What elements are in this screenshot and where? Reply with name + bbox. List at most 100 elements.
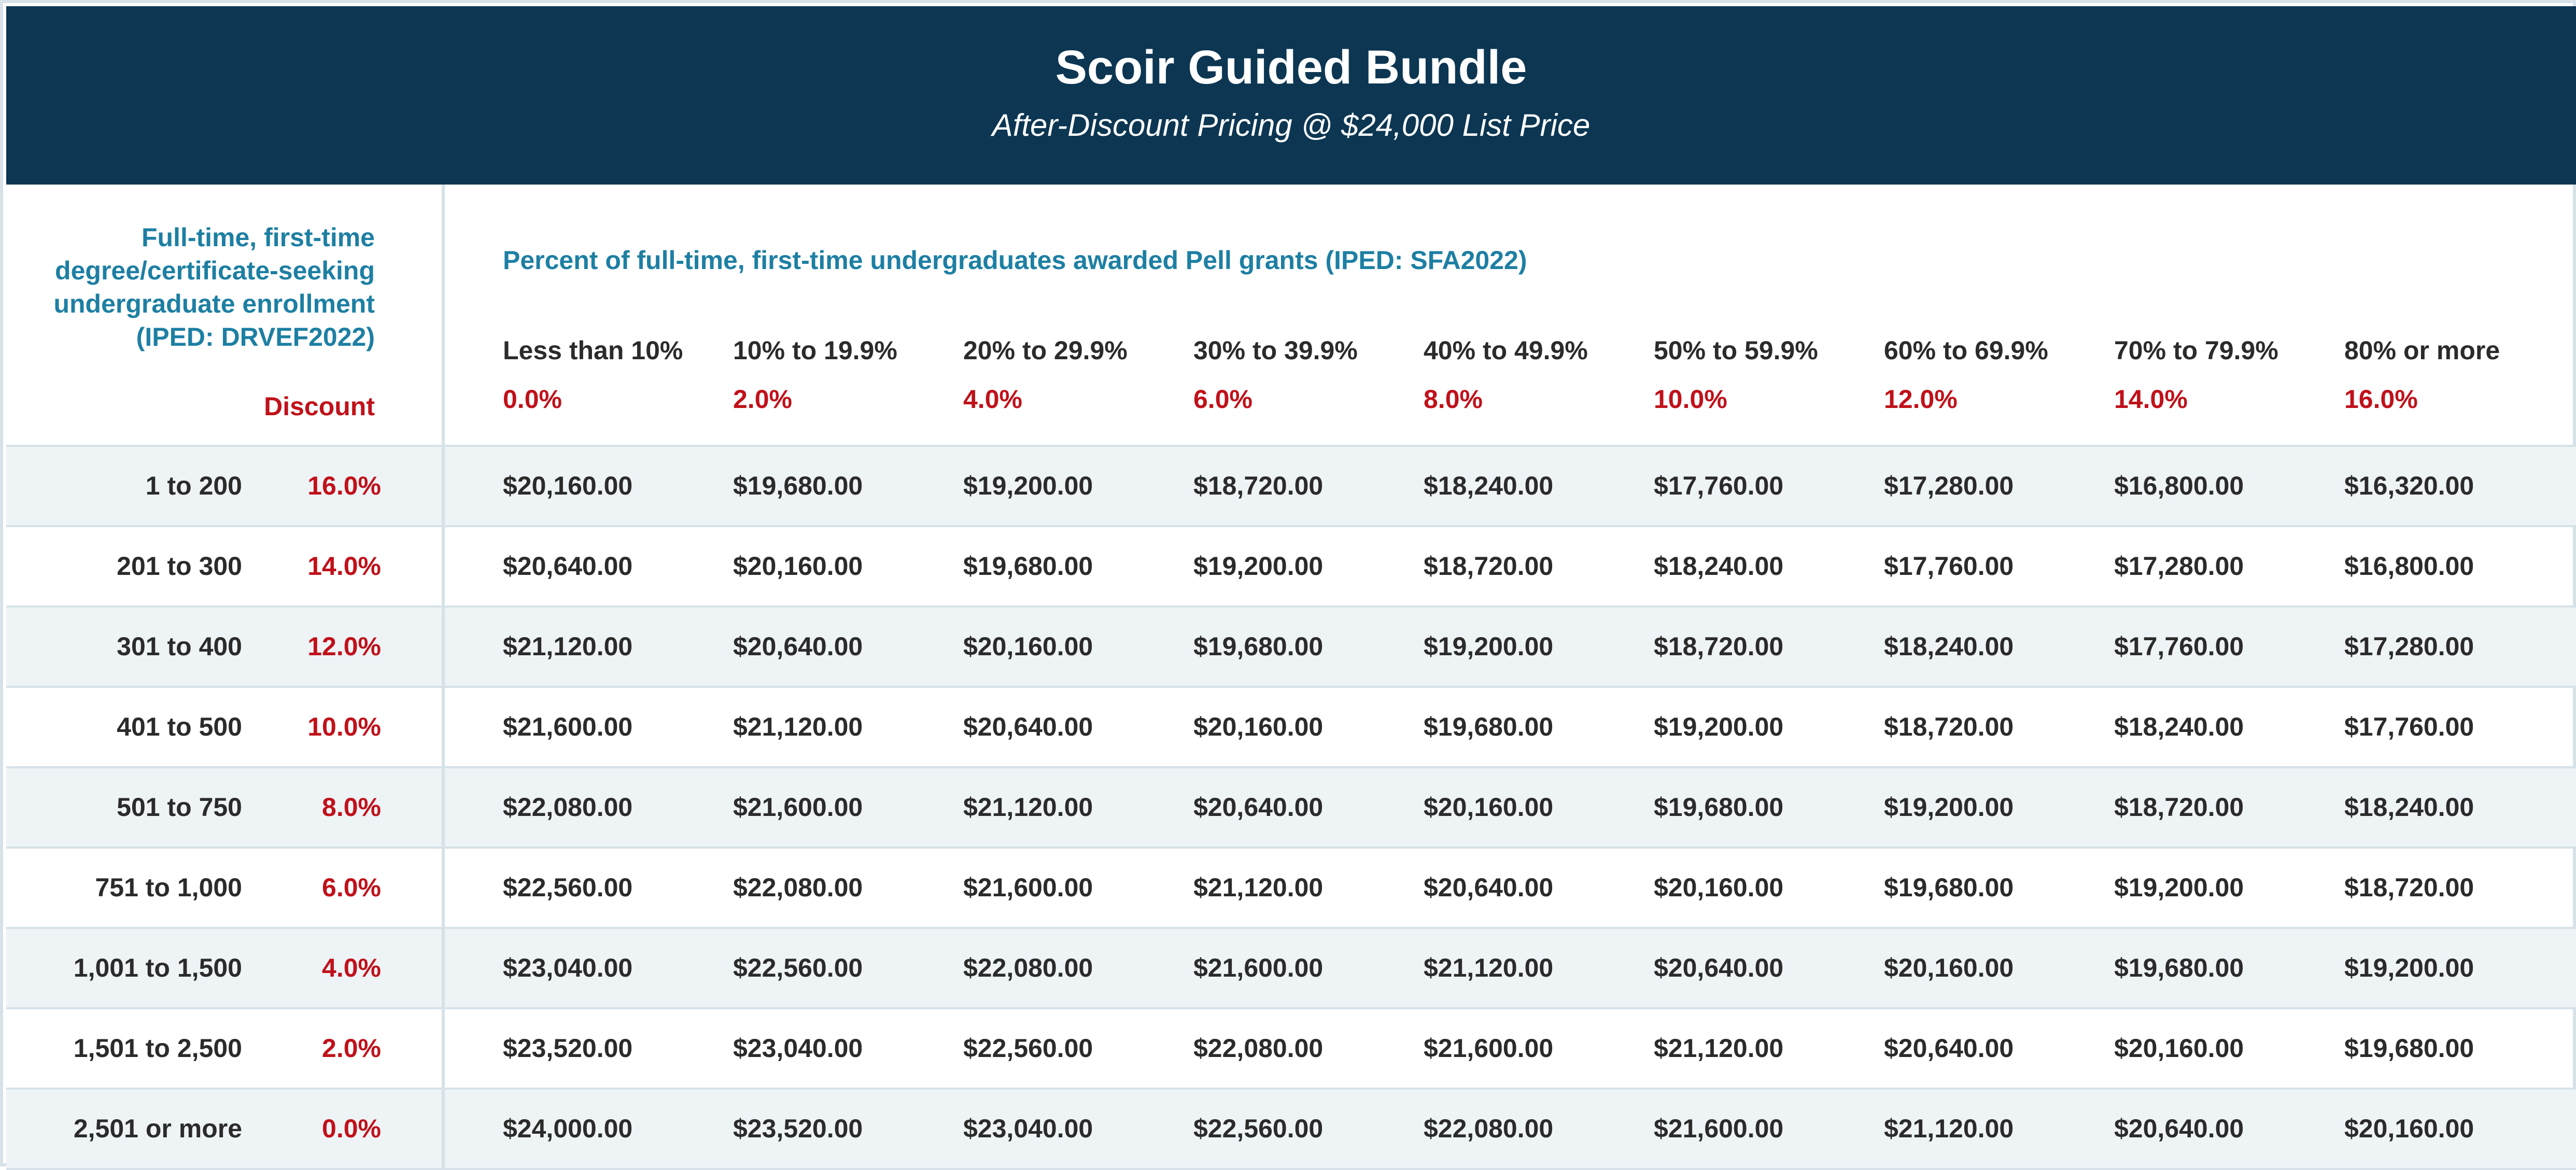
- enrollment-range: 201 to 300: [117, 552, 242, 581]
- page-title: Scoir Guided Bundle: [1055, 41, 1527, 94]
- price-cell: $20,160.00: [1424, 793, 1554, 822]
- price-cell: $19,680.00: [1193, 632, 1324, 661]
- price-cell: $16,800.00: [2344, 552, 2474, 581]
- row-discount: 16.0%: [307, 471, 381, 500]
- price-cell: $19,200.00: [2114, 873, 2244, 902]
- column-label: 10% to 19.9%: [733, 336, 897, 365]
- column-label: 80% or more: [2344, 336, 2500, 365]
- page-subtitle: After-Discount Pricing @ $24,000 List Pr…: [992, 108, 1590, 143]
- column-label: Less than 10%: [503, 336, 683, 365]
- column-discount: 6.0%: [1193, 385, 1252, 414]
- pell-header: Percent of full-time, first-time undergr…: [503, 246, 1527, 275]
- price-cell: $22,080.00: [503, 793, 633, 822]
- column-label: 20% to 29.9%: [963, 336, 1128, 365]
- price-cell: $22,080.00: [1193, 1034, 1324, 1063]
- price-cell: $21,600.00: [1193, 953, 1324, 982]
- price-cell: $22,080.00: [963, 953, 1093, 982]
- price-cell: $20,160.00: [1884, 953, 2014, 982]
- price-cell: $20,640.00: [503, 552, 633, 581]
- price-cell: $21,120.00: [733, 712, 863, 741]
- price-cell: $18,240.00: [1884, 632, 2014, 661]
- table-row: 2,501 or more 0.0% $24,000.00 $23,520.00 $23…: [6, 1090, 2576, 1170]
- enrollment-range: 1 to 200: [145, 471, 242, 500]
- price-cell: $18,240.00: [2344, 793, 2474, 822]
- row-divider: [442, 1090, 445, 1170]
- price-cell: $19,200.00: [2344, 953, 2474, 982]
- price-cell: $19,680.00: [2344, 1034, 2474, 1063]
- price-cell: $20,160.00: [963, 632, 1093, 661]
- price-cell: $22,560.00: [1193, 1114, 1324, 1143]
- price-cell: $19,680.00: [1424, 712, 1554, 741]
- price-cell: $22,560.00: [503, 873, 633, 902]
- row-discount: 4.0%: [322, 953, 381, 982]
- price-cell: $18,720.00: [1424, 552, 1554, 581]
- price-cell: $19,200.00: [1193, 552, 1324, 581]
- price-cell: $21,120.00: [1654, 1034, 1784, 1063]
- column-discount: 16.0%: [2344, 385, 2418, 414]
- price-cell: $22,080.00: [1424, 1114, 1554, 1143]
- price-cell: $20,640.00: [963, 712, 1093, 741]
- row-discount: 12.0%: [307, 632, 381, 661]
- price-cell: $18,240.00: [2114, 712, 2244, 741]
- price-cell: $23,040.00: [503, 953, 633, 982]
- price-cell: $19,680.00: [2114, 953, 2244, 982]
- price-cell: $17,760.00: [1884, 552, 2014, 581]
- price-cell: $24,000.00: [503, 1114, 633, 1143]
- header-divider: [6, 445, 2576, 447]
- price-cell: $22,560.00: [733, 953, 863, 982]
- price-cell: $20,640.00: [1884, 1034, 2014, 1063]
- price-cell: $21,120.00: [963, 793, 1093, 822]
- row-discount: 10.0%: [307, 712, 381, 741]
- row-divider: [442, 688, 445, 768]
- discount-label: Discount: [264, 392, 375, 421]
- price-cell: $22,080.00: [733, 873, 863, 902]
- price-cell: $18,720.00: [1884, 712, 2014, 741]
- enrollment-range: 751 to 1,000: [95, 873, 242, 902]
- price-cell: $20,160.00: [733, 552, 863, 581]
- column-discount: 14.0%: [2114, 385, 2188, 414]
- price-cell: $20,640.00: [1193, 793, 1324, 822]
- table-row: 1 to 200 16.0% $20,160.00 $19,680.00 $19,200…: [6, 447, 2576, 527]
- price-cell: $18,720.00: [2114, 793, 2244, 822]
- row-discount: 8.0%: [322, 793, 381, 822]
- price-cell: $21,600.00: [963, 873, 1093, 902]
- price-cell: $19,200.00: [1654, 712, 1784, 741]
- price-cell: $17,280.00: [1884, 471, 2014, 500]
- column-label: 40% to 49.9%: [1424, 336, 1588, 365]
- price-cell: $23,520.00: [733, 1114, 863, 1143]
- price-cell: $19,680.00: [963, 552, 1093, 581]
- price-cell: $19,200.00: [1424, 632, 1554, 661]
- price-cell: $18,240.00: [1424, 471, 1554, 500]
- table-row: 1,501 to 2,500 2.0% $23,520.00 $23,040.00 $2…: [6, 1009, 2576, 1090]
- column-discount: 2.0%: [733, 385, 792, 414]
- table-row: 201 to 300 14.0% $20,640.00 $20,160.00 $19,6…: [6, 527, 2576, 608]
- price-cell: $19,200.00: [963, 471, 1093, 500]
- enrollment-range: 301 to 400: [117, 632, 242, 661]
- row-divider: [442, 447, 445, 527]
- price-cell: $20,640.00: [1424, 873, 1554, 902]
- price-cell: $18,720.00: [1193, 471, 1324, 500]
- column-discount: 8.0%: [1424, 385, 1483, 414]
- price-cell: $21,600.00: [1424, 1034, 1554, 1063]
- price-cell: $16,320.00: [2344, 471, 2474, 500]
- price-cell: $20,160.00: [2114, 1034, 2244, 1063]
- row-divider: [442, 608, 445, 688]
- price-cell: $23,520.00: [503, 1034, 633, 1063]
- enrollment-range: 2,501 or more: [73, 1114, 242, 1143]
- row-divider: [442, 768, 445, 849]
- price-cell: $16,800.00: [2114, 471, 2244, 500]
- price-cell: $19,680.00: [1654, 793, 1784, 822]
- table-row: 401 to 500 10.0% $21,600.00 $21,120.00 $20,6…: [6, 688, 2576, 768]
- row-discount: 6.0%: [322, 873, 381, 902]
- enrollment-header-line: Full-time, first-time: [141, 223, 375, 252]
- price-cell: $19,200.00: [1884, 793, 2014, 822]
- price-cell: $20,160.00: [503, 471, 633, 500]
- price-cell: $19,680.00: [733, 471, 863, 500]
- table-row: 1,001 to 1,500 4.0% $23,040.00 $22,560.00 $2…: [6, 929, 2576, 1009]
- price-cell: $19,680.00: [1884, 873, 2014, 902]
- row-divider: [442, 1009, 445, 1090]
- row-divider: [442, 527, 445, 608]
- price-cell: $20,160.00: [1654, 873, 1784, 902]
- price-cell: $23,040.00: [733, 1034, 863, 1063]
- table-row: 751 to 1,000 6.0% $22,560.00 $22,080.00 $21,…: [6, 849, 2576, 929]
